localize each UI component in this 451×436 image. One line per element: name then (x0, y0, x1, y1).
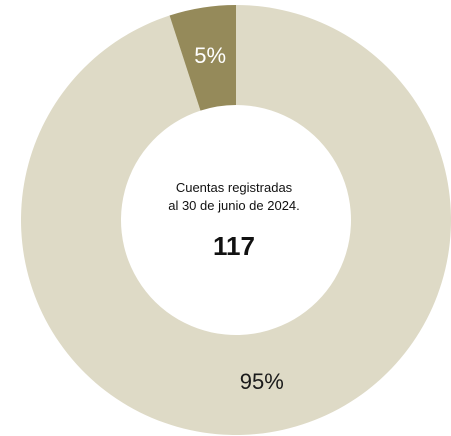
slice-1 (169, 5, 236, 111)
center-total: 117 (213, 231, 255, 261)
slice-label-0: 95% (240, 369, 284, 394)
center-caption-line1: Cuentas registradas (176, 180, 293, 195)
slice-label-1: 5% (194, 43, 226, 68)
slice-labels: 95% 5% (194, 43, 284, 394)
donut-slices (21, 5, 451, 435)
slice-0 (21, 5, 451, 435)
center-caption-line2: al 30 de junio de 2024. (168, 198, 300, 213)
